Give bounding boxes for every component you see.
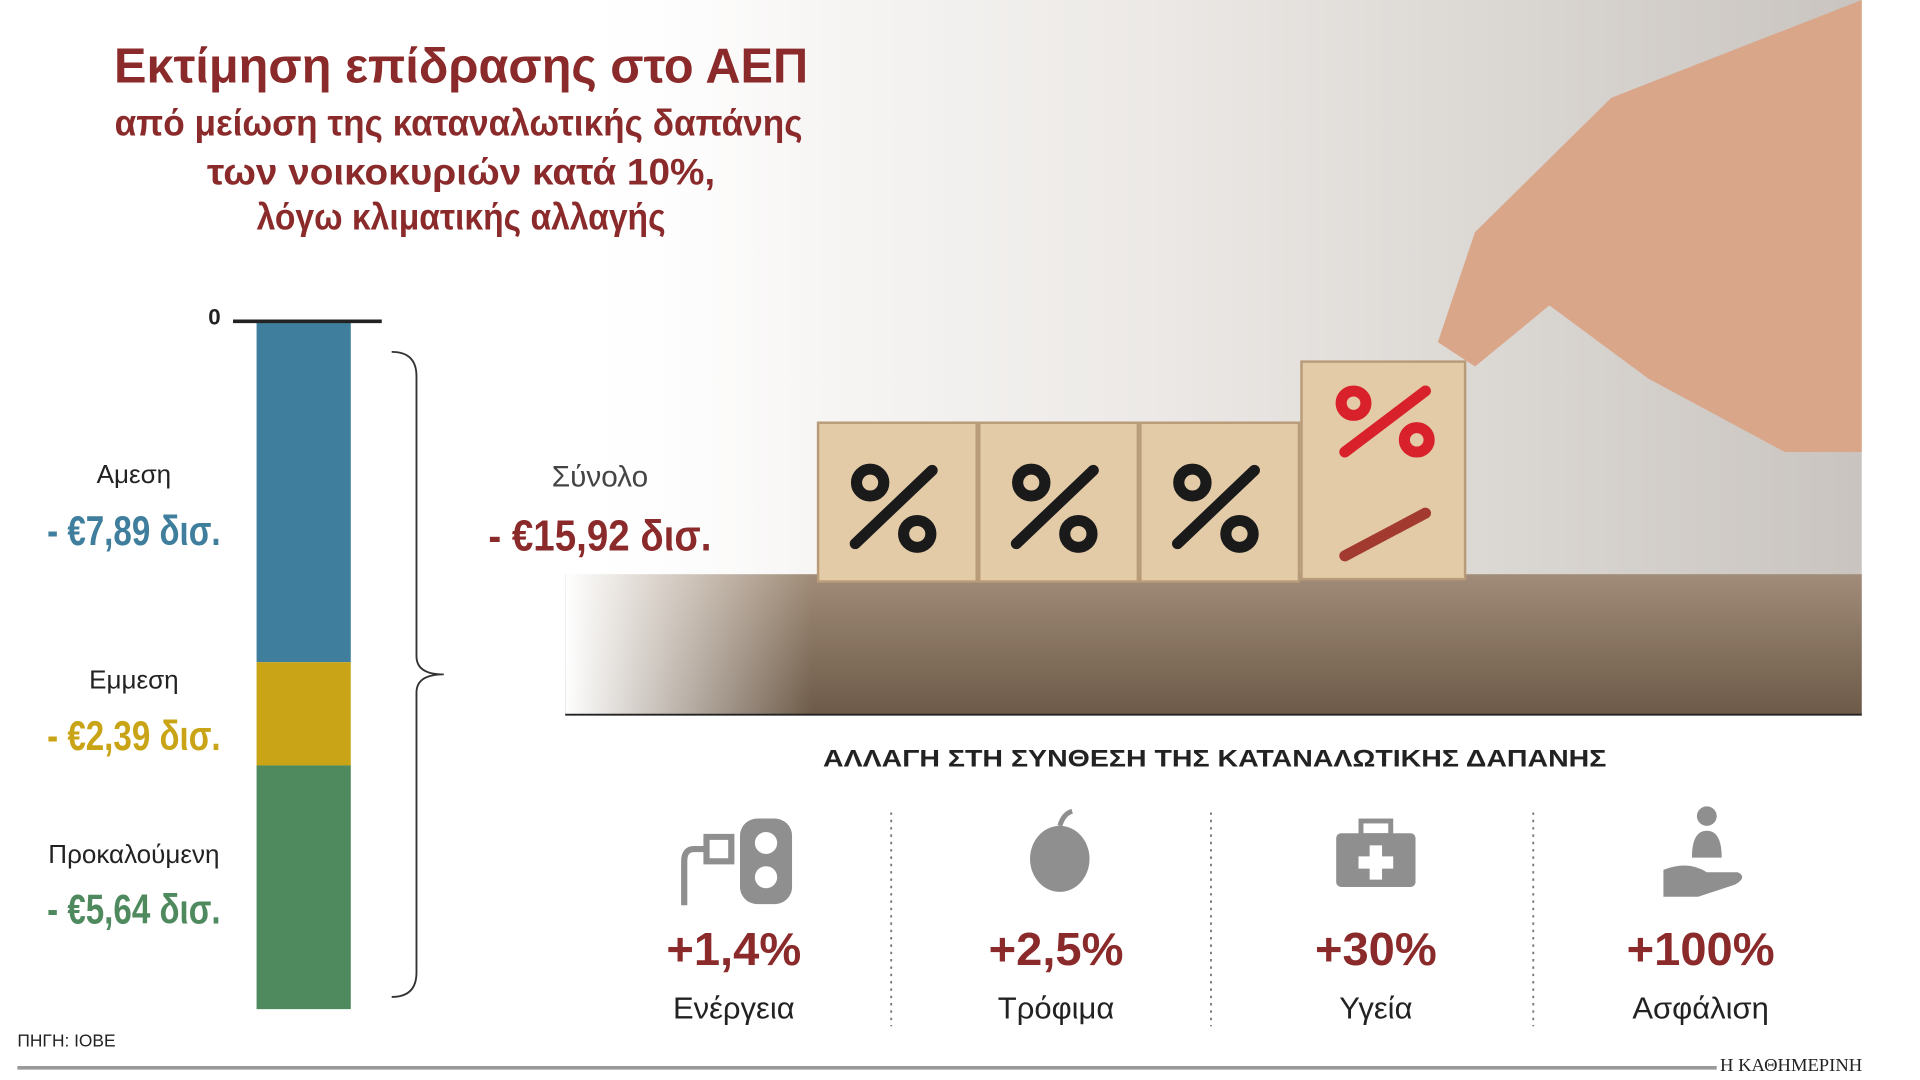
series-name: Εμμεση: [89, 667, 178, 695]
category-label: Τρόφιμα: [998, 991, 1114, 1026]
category-label: Υγεία: [1339, 991, 1412, 1026]
brace: [391, 350, 444, 998]
change-value: +2,5%: [989, 924, 1124, 976]
value-label: - €2,39 δισ.: [47, 712, 221, 759]
subtitle: από μείωση της καταναλωτικής δαπάνης: [115, 103, 803, 144]
subtitle: των νοικοκυριών κατά 10%,: [207, 152, 715, 193]
category-label: Ασφάλιση: [1632, 991, 1768, 1026]
brand: Η ΚΑΘΗΜΕΡΙΝΗ: [1720, 1055, 1862, 1075]
icons: [681, 806, 1743, 906]
bar-segment: [256, 321, 351, 663]
change-value: +1,4%: [666, 924, 801, 976]
series-name: Προκαλούμενη: [48, 841, 219, 869]
bar-segment: [256, 662, 351, 766]
dividers: [890, 812, 1535, 1027]
series-name: Αμεση: [97, 461, 171, 489]
change-value: +100%: [1627, 924, 1775, 976]
y-tick-label: 0: [208, 305, 220, 330]
source: ΠΗΓΗ: ΙΟΒΕ: [17, 1031, 115, 1051]
subtitle: λόγω κλιματικής αλλαγής: [257, 197, 666, 238]
section-title: ΑΛΛΑΓΗ ΣΤΗ ΣΥΝΘΕΣΗ ΤΗΣ ΚΑΤΑΝΑΛΩΤΙΚΗΣ ΔΑΠ…: [823, 746, 1607, 773]
bar-segment: [256, 765, 351, 1010]
total-label: - €15,92 δισ.: [488, 512, 711, 561]
total-name: Σύνολο: [552, 461, 648, 494]
value-label: - €7,89 δισ.: [47, 507, 221, 554]
title: Εκτίμηση επίδρασης στο ΑΕΠ: [114, 39, 808, 94]
value-label: - €5,64 δισ.: [47, 886, 221, 933]
photo: [565, 0, 1862, 715]
change-value: +30%: [1315, 924, 1437, 976]
category-label: Ενέργεια: [673, 991, 795, 1026]
